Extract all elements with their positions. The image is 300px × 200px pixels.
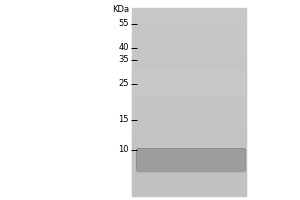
- Text: 55: 55: [118, 20, 129, 28]
- Text: 10: 10: [118, 146, 129, 154]
- Text: 40: 40: [118, 44, 129, 52]
- Text: KDa: KDa: [112, 5, 129, 15]
- Text: 15: 15: [118, 116, 129, 124]
- Text: 25: 25: [118, 79, 129, 88]
- Text: 35: 35: [118, 55, 129, 64]
